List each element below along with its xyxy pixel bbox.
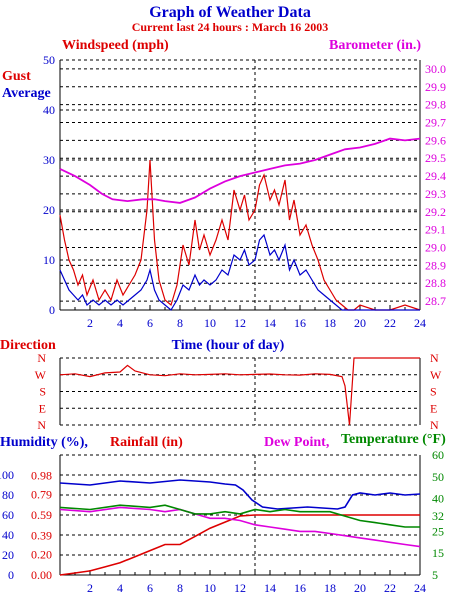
x-tick-label: 18	[324, 316, 336, 330]
direction-y-tick-label-right: N	[430, 418, 439, 432]
barometer-y-tick-label: 29.8	[425, 98, 446, 112]
lower-x-tick-label: 20	[354, 581, 366, 595]
lower-x-tick-label: 6	[147, 581, 153, 595]
direction-y-tick-label-right: N	[430, 351, 439, 365]
chart-subtitle: Current last 24 hours : March 16 2003	[132, 20, 329, 34]
wind-y-tick-label: 40	[43, 103, 55, 117]
x-tick-label: 24	[414, 316, 426, 330]
x-tick-label: 6	[147, 316, 153, 330]
lower-x-tick-label: 16	[294, 581, 306, 595]
humidity-y-tick-label: 0	[8, 568, 14, 582]
lower-x-tick-label: 14	[264, 581, 276, 595]
temperature-y-tick-label: 40	[432, 492, 444, 506]
humidity-y-tick-label: 40	[2, 528, 14, 542]
x-axis-label: Time (hour of day)	[172, 338, 285, 353]
rainfall-y-tick-label: 0.20	[31, 548, 52, 562]
average-legend-label: Average	[2, 86, 51, 101]
wind-y-tick-label: 20	[43, 203, 55, 217]
direction-y-tick-label-left: W	[35, 368, 47, 382]
rainfall-y-tick-label: 0.59	[31, 508, 52, 522]
series-barometer-in--line	[59, 137, 421, 204]
wind-y-tick-label: 0	[49, 303, 55, 317]
direction-y-tick-label-left: N	[37, 418, 46, 432]
barometer-y-tick-label: 29.4	[425, 169, 446, 183]
temperature-y-tick-label: 5	[432, 568, 438, 582]
barometer-y-tick-label: 29.6	[425, 133, 446, 147]
barometer-y-tick-label: 30.0	[425, 62, 446, 76]
temperature-y-tick-label: 60	[432, 448, 444, 462]
lower-x-tick-label: 18	[324, 581, 336, 595]
barometer-y-tick-label: 29.0	[425, 241, 446, 255]
barometer-y-tick-label: 29.5	[425, 151, 446, 165]
plot-layer: 0102030405028.728.828.929.029.129.229.32…	[0, 53, 446, 595]
x-tick-label: 10	[204, 316, 216, 330]
direction-y-tick-label-left: E	[39, 401, 46, 415]
series-temperature-line	[59, 504, 420, 528]
x-tick-label: 8	[177, 316, 183, 330]
direction-y-tick-label-right: E	[430, 401, 437, 415]
barometer-y-tick-label: 28.7	[425, 294, 446, 308]
humidity-y-tick-label: 20	[2, 548, 14, 562]
x-tick-label: 2	[87, 316, 93, 330]
wind-y-tick-label: 30	[43, 153, 55, 167]
barometer-y-tick-label: 28.9	[425, 258, 446, 272]
humidity-y-tick-label: 100	[0, 468, 14, 482]
rainfall-y-tick-label: 0.39	[31, 528, 52, 542]
barometer-y-tick-label: 29.1	[425, 223, 446, 237]
humidity-title: Humidity (%),	[0, 435, 88, 450]
series-humidity--line	[59, 479, 421, 510]
humidity-y-tick-label: 80	[2, 488, 14, 502]
series-dew-point-line	[59, 506, 421, 548]
lower-x-tick-label: 4	[117, 581, 123, 595]
lower-x-tick-label: 8	[177, 581, 183, 595]
rainfall-title: Rainfall (in)	[110, 435, 183, 450]
barometer-y-tick-label: 29.7	[425, 116, 446, 130]
x-tick-label: 20	[354, 316, 366, 330]
direction-y-tick-label-right: W	[430, 368, 442, 382]
lower-x-tick-label: 2	[87, 581, 93, 595]
temperature-title: Temperature (°F)	[341, 432, 446, 447]
direction-title: Direction	[0, 338, 56, 353]
humidity-y-tick-label: 60	[2, 508, 14, 522]
chart-title: Graph of Weather Data	[149, 4, 311, 21]
direction-y-tick-label-right: S	[430, 385, 437, 399]
series-average-line	[59, 233, 420, 311]
wind-y-tick-label: 50	[43, 53, 55, 67]
rainfall-y-tick-label: 0.00	[31, 568, 52, 582]
x-tick-label: 22	[384, 316, 396, 330]
direction-y-tick-label-left: S	[39, 385, 46, 399]
barometer-y-tick-label: 29.3	[425, 187, 446, 201]
temperature-y-tick-label: 25	[432, 524, 444, 538]
x-tick-label: 12	[234, 316, 246, 330]
barometer-title: Barometer (in.)	[329, 38, 421, 53]
wind-y-tick-label: 10	[43, 253, 55, 267]
temperature-y-tick-label: 15	[432, 546, 444, 560]
x-tick-label: 4	[117, 316, 123, 330]
rainfall-y-tick-label: 0.79	[31, 488, 52, 502]
lower-x-tick-label: 24	[414, 581, 426, 595]
dewpoint-title: Dew Point,	[264, 435, 329, 450]
direction-y-tick-label-left: N	[37, 351, 46, 365]
series-direction-line	[59, 357, 420, 426]
x-tick-label: 16	[294, 316, 306, 330]
lower-x-tick-label: 10	[204, 581, 216, 595]
x-tick-label: 14	[264, 316, 276, 330]
barometer-y-tick-label: 29.2	[425, 205, 446, 219]
temperature-y-tick-label: 50	[432, 470, 444, 484]
barometer-y-tick-label: 29.9	[425, 80, 446, 94]
gust-legend-label: Gust	[2, 69, 31, 84]
windspeed-title: Windspeed (mph)	[62, 38, 169, 53]
rainfall-y-tick-label: 0.98	[31, 468, 52, 482]
temperature-y-tick-label: 32	[432, 509, 444, 523]
barometer-y-tick-label: 28.8	[425, 276, 446, 290]
series-gust-line	[59, 159, 421, 311]
series-rainfall-in--line	[59, 514, 420, 576]
lower-x-tick-label: 12	[234, 581, 246, 595]
lower-x-tick-label: 22	[384, 581, 396, 595]
